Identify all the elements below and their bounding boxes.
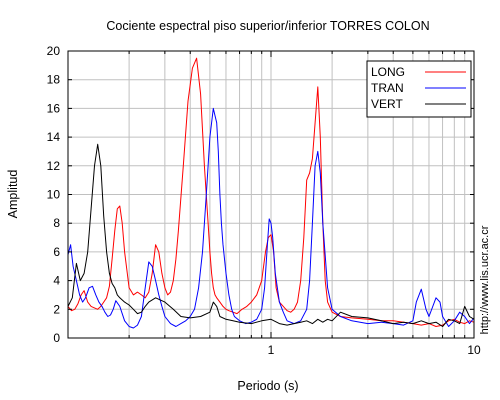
y-tick-label: 10 [47, 188, 61, 202]
y-tick-label: 16 [47, 101, 61, 115]
y-axis-ticks: 0 2 4 6 8 10 12 14 16 18 20 [47, 44, 474, 345]
legend: LONG TRAN VERT [366, 60, 472, 118]
y-tick-label: 12 [47, 159, 61, 173]
series-group [67, 57, 475, 329]
legend-label-long: LONG [371, 65, 405, 79]
legend-label-tran: TRAN [371, 81, 404, 95]
y-tick-label: 0 [53, 331, 60, 345]
y-tick-label: 8 [53, 216, 60, 230]
y-axis-label: Amplitud [6, 170, 20, 219]
x-tick-label: 1 [268, 343, 275, 357]
y-tick-label: 4 [53, 274, 60, 288]
legend-box [366, 60, 472, 118]
y-tick-label: 6 [53, 245, 60, 259]
series-line-tran [67, 107, 475, 329]
watermark-url: http://www.lis.ucr.ac.cr [479, 225, 491, 334]
series-line-vert [67, 143, 475, 327]
legend-label-vert: VERT [371, 97, 403, 111]
y-tick-label: 2 [53, 302, 60, 316]
y-tick-label: 20 [47, 44, 61, 58]
x-axis-ticks: 1 10 [67, 51, 481, 357]
chart-title: Cociente espectral piso superior/inferio… [106, 19, 429, 33]
x-axis-label: Periodo (s) [237, 379, 298, 393]
y-tick-label: 18 [47, 73, 61, 87]
y-tick-label: 14 [47, 130, 61, 144]
x-tick-label: 10 [467, 343, 481, 357]
